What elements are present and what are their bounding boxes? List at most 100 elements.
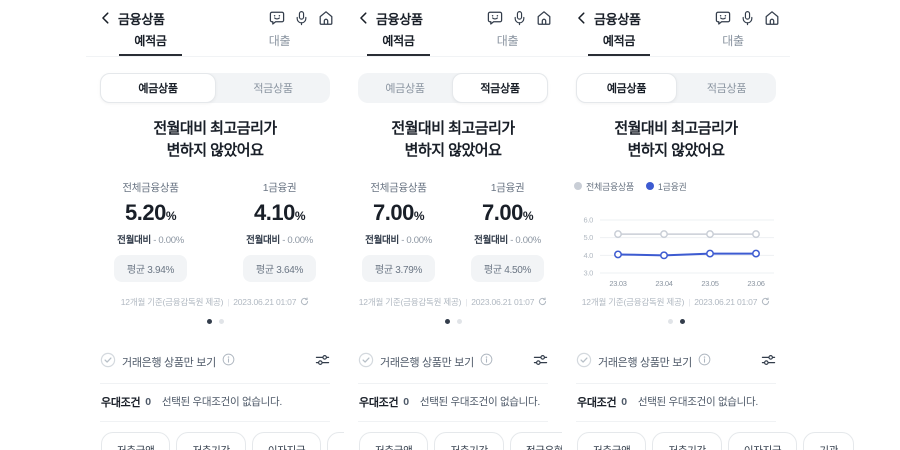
filter-sliders-icon[interactable] xyxy=(533,353,548,372)
series-line xyxy=(617,252,756,257)
filter-chip[interactable]: 이자지급 xyxy=(727,432,798,450)
legend-dot xyxy=(645,182,654,190)
tab-loans[interactable]: 대출 xyxy=(453,31,562,56)
segment-savings-products[interactable]: 적금상품 xyxy=(216,73,330,103)
page-title: 금융상품 xyxy=(594,11,641,27)
app-header: 금융상품 xyxy=(86,0,344,27)
segment-deposit-products[interactable]: 예금상품 xyxy=(576,73,677,103)
header-icons xyxy=(269,10,334,26)
filter-chip[interactable]: 저축금액 xyxy=(359,432,429,450)
top-tabs: 예적금 대출 xyxy=(344,31,562,57)
chat-smiley-icon[interactable] xyxy=(269,10,285,26)
separator: | xyxy=(227,297,230,307)
data-point-marker xyxy=(752,249,760,258)
y-tick-label: 5.0 xyxy=(583,233,593,242)
mic-icon[interactable] xyxy=(512,10,527,26)
tab-loans[interactable]: 대출 xyxy=(215,31,344,56)
carousel-dots xyxy=(562,318,790,324)
back-icon[interactable] xyxy=(357,11,371,25)
x-tick-label: 23.03 xyxy=(609,279,626,288)
filter-chip[interactable]: 저축기간 xyxy=(652,432,722,450)
rate-summary: 전체금융상품 5.20% 전월대비 - 0.00% 평균 3.94% 1금융권 … xyxy=(86,180,344,282)
stat-month-over-month: 전월대비 - 0.00% xyxy=(365,235,432,246)
data-point-marker xyxy=(614,230,622,239)
filter-chip[interactable]: 저축금액 xyxy=(577,432,647,450)
info-icon[interactable] xyxy=(698,353,711,371)
divider xyxy=(358,383,548,384)
stat-label: 전체금융상품 xyxy=(122,182,179,194)
segment-deposit-products[interactable]: 예금상품 xyxy=(100,73,216,103)
refresh-icon[interactable] xyxy=(761,297,770,308)
rate-headline: 전월대비 최고금리가 변하지 않았어요 xyxy=(562,118,790,162)
rate-carousel[interactable]: 전체금융상품 1금융권 6.0 5.0 4.0 3.0 23.03 23.04 23.05 23… xyxy=(562,180,790,294)
filter-chip[interactable]: 저축기간 xyxy=(434,432,504,450)
check-circle-icon[interactable] xyxy=(358,352,374,373)
home-icon[interactable] xyxy=(764,10,780,26)
filter-chip[interactable]: 저축기간 xyxy=(176,432,246,450)
filter-chip[interactable]: 이자지급 xyxy=(251,432,322,450)
bank-filter-label[interactable]: 거래은행 상품만 보기 xyxy=(380,357,474,369)
check-circle-icon[interactable] xyxy=(100,352,116,373)
divider xyxy=(576,421,776,422)
tab-deposits-savings[interactable]: 예적금 xyxy=(86,31,215,56)
separator: | xyxy=(688,297,691,307)
rate-headline: 전월대비 최고금리가 변하지 않았어요 xyxy=(344,118,562,162)
back-icon[interactable] xyxy=(99,11,113,25)
filter-chips-row: 저축금액 저축기간 이자지급 기관 xyxy=(562,432,855,450)
filter-chip[interactable]: 저축금액 xyxy=(101,432,171,450)
chat-smiley-icon[interactable] xyxy=(487,10,503,26)
segment-savings-products[interactable]: 적금상품 xyxy=(677,73,776,103)
info-icon[interactable] xyxy=(222,353,235,371)
mic-icon[interactable] xyxy=(294,10,309,26)
back-icon[interactable] xyxy=(575,11,589,25)
bank-filter-label[interactable]: 거래은행 상품만 보기 xyxy=(122,357,216,369)
page-title: 금융상품 xyxy=(118,11,165,27)
rate-carousel[interactable]: 전체금융상품 5.20% 전월대비 - 0.00% 평균 3.94% 1금융권 … xyxy=(86,180,344,294)
legend-item: 전체금융상품 xyxy=(574,180,634,193)
bank-filter-label[interactable]: 거래은행 상품만 보기 xyxy=(598,357,692,369)
home-icon[interactable] xyxy=(318,10,334,26)
preferred-conditions-row[interactable]: 우대조건 0 선택된 우대조건이 없습니다. xyxy=(86,394,344,409)
preferred-conditions-row[interactable]: 우대조건 0 선택된 우대조건이 없습니다. xyxy=(344,394,562,409)
stat-label: 1금융권 xyxy=(262,182,297,194)
divider xyxy=(576,383,776,384)
divider xyxy=(358,421,548,422)
stat-month-over-month: 전월대비 - 0.00% xyxy=(474,235,541,246)
conditions-label: 우대조건 xyxy=(577,396,617,409)
tab-deposits-savings[interactable]: 예적금 xyxy=(344,31,453,56)
info-icon[interactable] xyxy=(480,353,493,371)
chat-smiley-icon[interactable] xyxy=(715,10,731,26)
check-circle-icon[interactable] xyxy=(576,352,592,373)
headline-line-2: 변하지 않았어요 xyxy=(166,142,264,159)
tab-label: 대출 xyxy=(496,34,519,48)
data-point-marker xyxy=(752,230,760,239)
conditions-count-badge: 0 xyxy=(403,395,409,408)
segment-savings-products[interactable]: 적금상품 xyxy=(452,73,548,103)
segment-deposit-products[interactable]: 예금상품 xyxy=(358,73,452,103)
stat-number: 7.00 xyxy=(373,200,414,225)
tab-deposits-savings[interactable]: 예적금 xyxy=(562,31,676,56)
data-source-note: 12개월 기준(금융감독원 제공) | 2023.06.21 01:07 xyxy=(344,296,562,308)
header-left: 금융상품 xyxy=(575,9,641,28)
refresh-icon[interactable] xyxy=(300,297,309,308)
data-point-marker xyxy=(660,230,668,239)
stat-label: 1금융권 xyxy=(490,182,525,194)
refresh-icon[interactable] xyxy=(538,297,547,308)
carousel-dots xyxy=(86,318,344,324)
stat-tier1-banks: 1금융권 4.10% 전월대비 - 0.00% 평균 3.64% xyxy=(215,180,344,282)
home-icon[interactable] xyxy=(536,10,552,26)
legend-item: 1금융권 xyxy=(645,180,687,193)
filter-sliders-icon[interactable] xyxy=(315,353,330,372)
filter-chip[interactable]: 기관 xyxy=(803,432,855,450)
rate-carousel[interactable]: 전체금융상품 7.00% 전월대비 - 0.00% 평균 3.79% 1금융권 … xyxy=(344,180,562,294)
filter-sliders-icon[interactable] xyxy=(761,353,776,372)
rate-trend-chart-block: 전체금융상품 1금융권 6.0 5.0 4.0 3.0 23.03 23.04 23.05 23… xyxy=(562,180,790,295)
legend-dot xyxy=(574,182,582,190)
stat-value: 7.00% xyxy=(344,200,453,226)
tab-loans[interactable]: 대출 xyxy=(676,31,790,56)
conditions-count-badge: 0 xyxy=(145,395,151,408)
mic-icon[interactable] xyxy=(740,10,755,26)
product-type-segmented-control: 예금상품 적금상품 xyxy=(100,73,330,103)
preferred-conditions-row[interactable]: 우대조건 0 선택된 우대조건이 없습니다. xyxy=(562,394,790,409)
chart-area: 6.0 5.0 4.0 3.0 23.03 23.04 23.05 23.06 xyxy=(574,194,778,295)
